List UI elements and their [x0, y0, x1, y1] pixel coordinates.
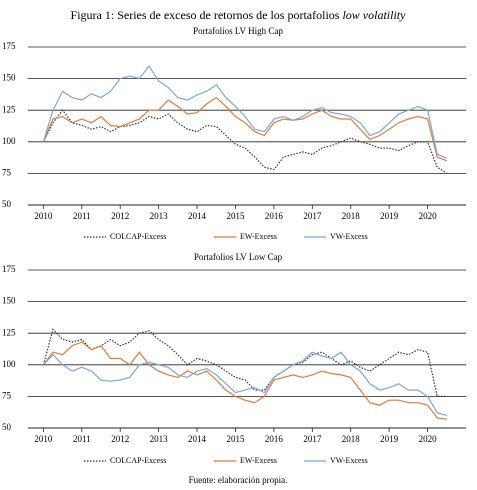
y-tick-label: 175	[2, 264, 16, 274]
y-tick-label: 50	[2, 199, 12, 209]
legend-label: VW-Excess	[330, 456, 368, 465]
x-tick-label: 2010	[34, 211, 53, 221]
series-line	[42, 109, 448, 174]
y-tick-label: 100	[2, 359, 16, 369]
legend-label: EW-Excess	[240, 456, 277, 465]
series-line	[42, 64, 448, 159]
title-text: Figura 1: Series de exceso de retornos d…	[71, 8, 343, 22]
series-line	[42, 341, 447, 420]
x-tick-label: 2014	[188, 434, 207, 444]
title-emphasis: low volatility	[342, 8, 406, 22]
x-tick-label: 2015	[226, 211, 245, 221]
series-line	[42, 328, 447, 397]
y-tick-label: 100	[2, 136, 16, 146]
chart-title: Portafolios LV Low Cap	[194, 252, 283, 262]
x-tick-label: 2011	[73, 434, 91, 444]
x-tick-label: 2016	[265, 211, 284, 221]
x-tick-label: 2012	[111, 211, 129, 221]
x-tick-label: 2018	[342, 211, 361, 221]
figure-title: Figura 1: Series de exceso de retornos d…	[71, 8, 407, 22]
x-tick-label: 2014	[188, 211, 207, 221]
y-tick-label: 150	[2, 73, 16, 83]
x-tick-label: 2011	[73, 211, 91, 221]
x-tick-label: 2010	[34, 434, 53, 444]
y-tick-label: 175	[2, 41, 16, 51]
y-tick-label: 75	[2, 390, 12, 400]
y-tick-label: 125	[2, 104, 16, 114]
chart-title: Portafolios LV High Cap	[193, 26, 283, 36]
x-tick-label: 2017	[303, 211, 322, 221]
x-tick-label: 2015	[226, 434, 245, 444]
x-tick-label: 2018	[342, 434, 361, 444]
x-tick-label: 2013	[150, 434, 169, 444]
y-tick-label: 50	[2, 422, 12, 432]
legend-label: VW-Excess	[330, 232, 368, 241]
y-tick-label: 75	[2, 167, 12, 177]
legend-label: COLCAP-Excess	[110, 232, 166, 241]
x-tick-label: 2017	[303, 434, 322, 444]
source-note: Fuente: elaboración propia.	[189, 475, 288, 485]
x-tick-label: 2012	[111, 434, 129, 444]
legend-label: EW-Excess	[240, 232, 277, 241]
x-tick-label: 2020	[419, 434, 438, 444]
x-tick-label: 2019	[380, 434, 399, 444]
legend-label: COLCAP-Excess	[110, 456, 166, 465]
y-tick-label: 150	[2, 296, 16, 306]
x-tick-label: 2013	[150, 211, 169, 221]
x-tick-label: 2019	[380, 211, 399, 221]
series-line	[42, 96, 448, 162]
x-tick-label: 2020	[419, 211, 438, 221]
y-tick-label: 125	[2, 327, 16, 337]
series-line	[42, 351, 447, 416]
x-tick-label: 2016	[265, 434, 284, 444]
